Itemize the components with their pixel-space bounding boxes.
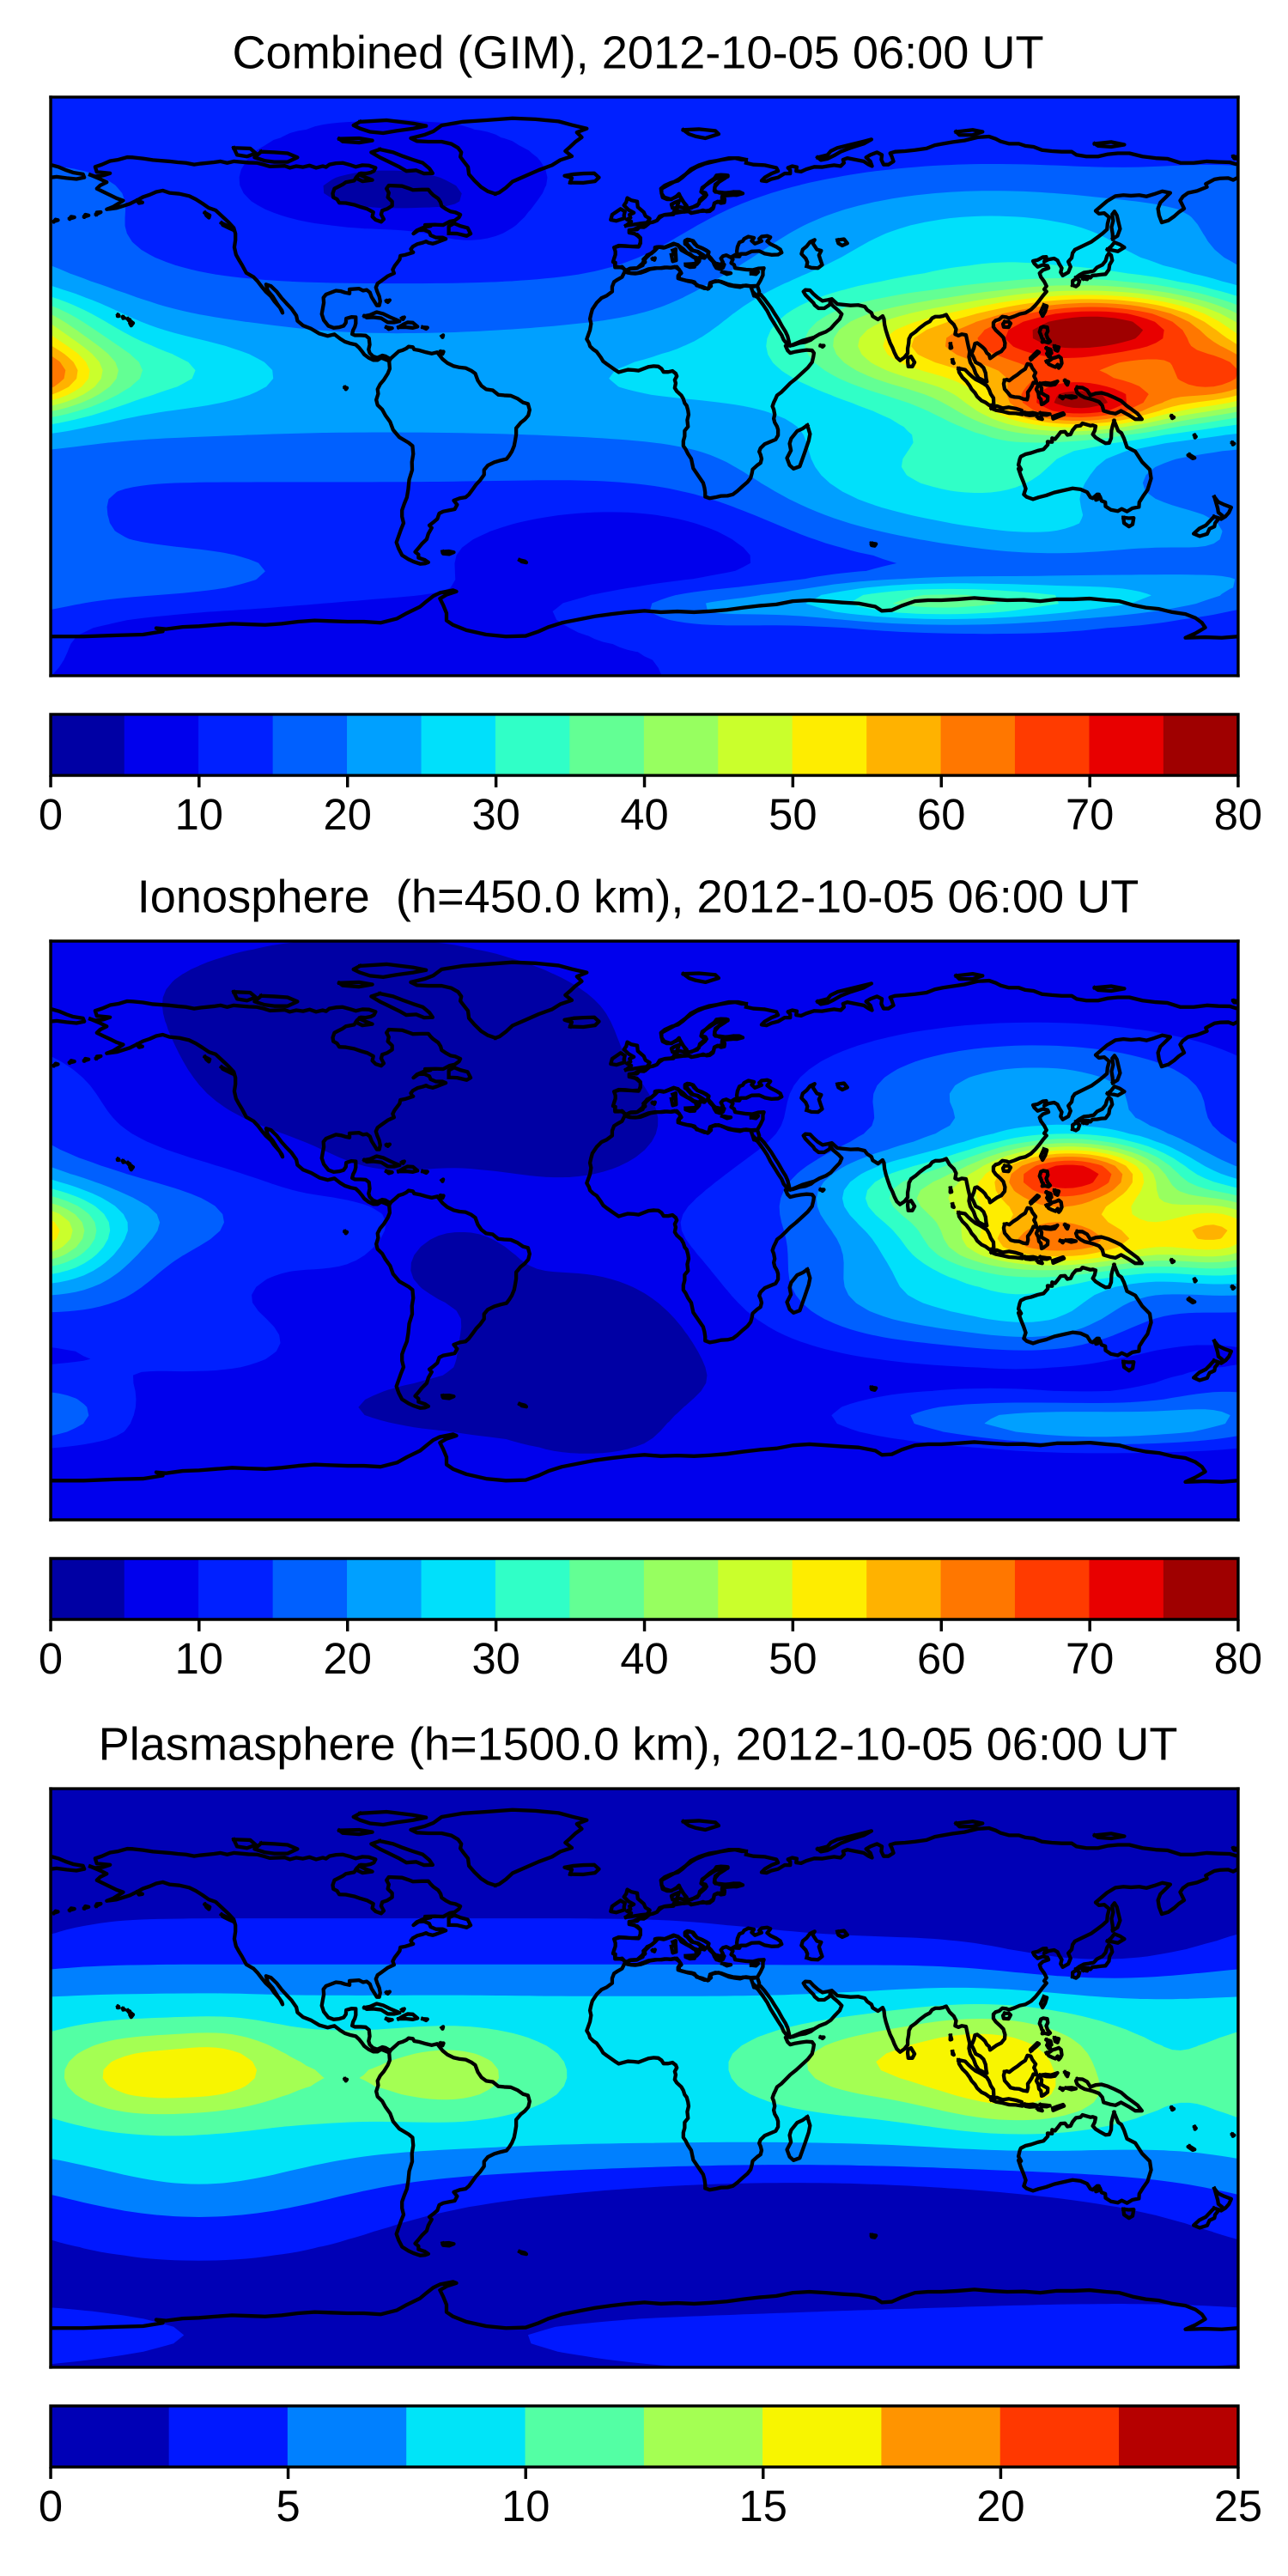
svg-text:50: 50 bbox=[769, 1634, 817, 1683]
svg-text:20: 20 bbox=[976, 2482, 1024, 2530]
svg-text:Plasmasphere (h=1500.0 km), 20: Plasmasphere (h=1500.0 km), 2012-10-05 0… bbox=[99, 1719, 1191, 1771]
svg-text:Ionosphere (h=450.0 km), 2012: Ionosphere (h=450.0 km), 2012-10-05 06:0… bbox=[137, 872, 1152, 923]
svg-text:30: 30 bbox=[471, 790, 519, 839]
svg-text:20: 20 bbox=[324, 790, 372, 839]
svg-text:80: 80 bbox=[1214, 790, 1262, 839]
svg-text:0: 0 bbox=[39, 790, 63, 839]
svg-text:40: 40 bbox=[620, 1634, 668, 1683]
svg-text:40: 40 bbox=[620, 790, 668, 839]
svg-text:10: 10 bbox=[501, 2482, 550, 2530]
svg-text:60: 60 bbox=[917, 1634, 965, 1683]
svg-text:5: 5 bbox=[276, 2482, 300, 2530]
svg-text:60: 60 bbox=[917, 790, 965, 839]
svg-text:0: 0 bbox=[39, 2482, 63, 2530]
svg-text:70: 70 bbox=[1066, 790, 1114, 839]
svg-text:10: 10 bbox=[175, 790, 223, 839]
svg-text:50: 50 bbox=[769, 790, 817, 839]
svg-text:20: 20 bbox=[324, 1634, 372, 1683]
svg-text:70: 70 bbox=[1066, 1634, 1114, 1683]
svg-text:0: 0 bbox=[39, 1634, 63, 1683]
svg-text:80: 80 bbox=[1214, 1634, 1262, 1683]
svg-text:30: 30 bbox=[471, 1634, 519, 1683]
svg-text:25: 25 bbox=[1214, 2482, 1262, 2530]
svg-text:Combined (GIM), 2012-10-05 06:: Combined (GIM), 2012-10-05 06:00 UT bbox=[232, 27, 1056, 79]
svg-text:10: 10 bbox=[175, 1634, 223, 1683]
svg-text:15: 15 bbox=[739, 2482, 787, 2530]
